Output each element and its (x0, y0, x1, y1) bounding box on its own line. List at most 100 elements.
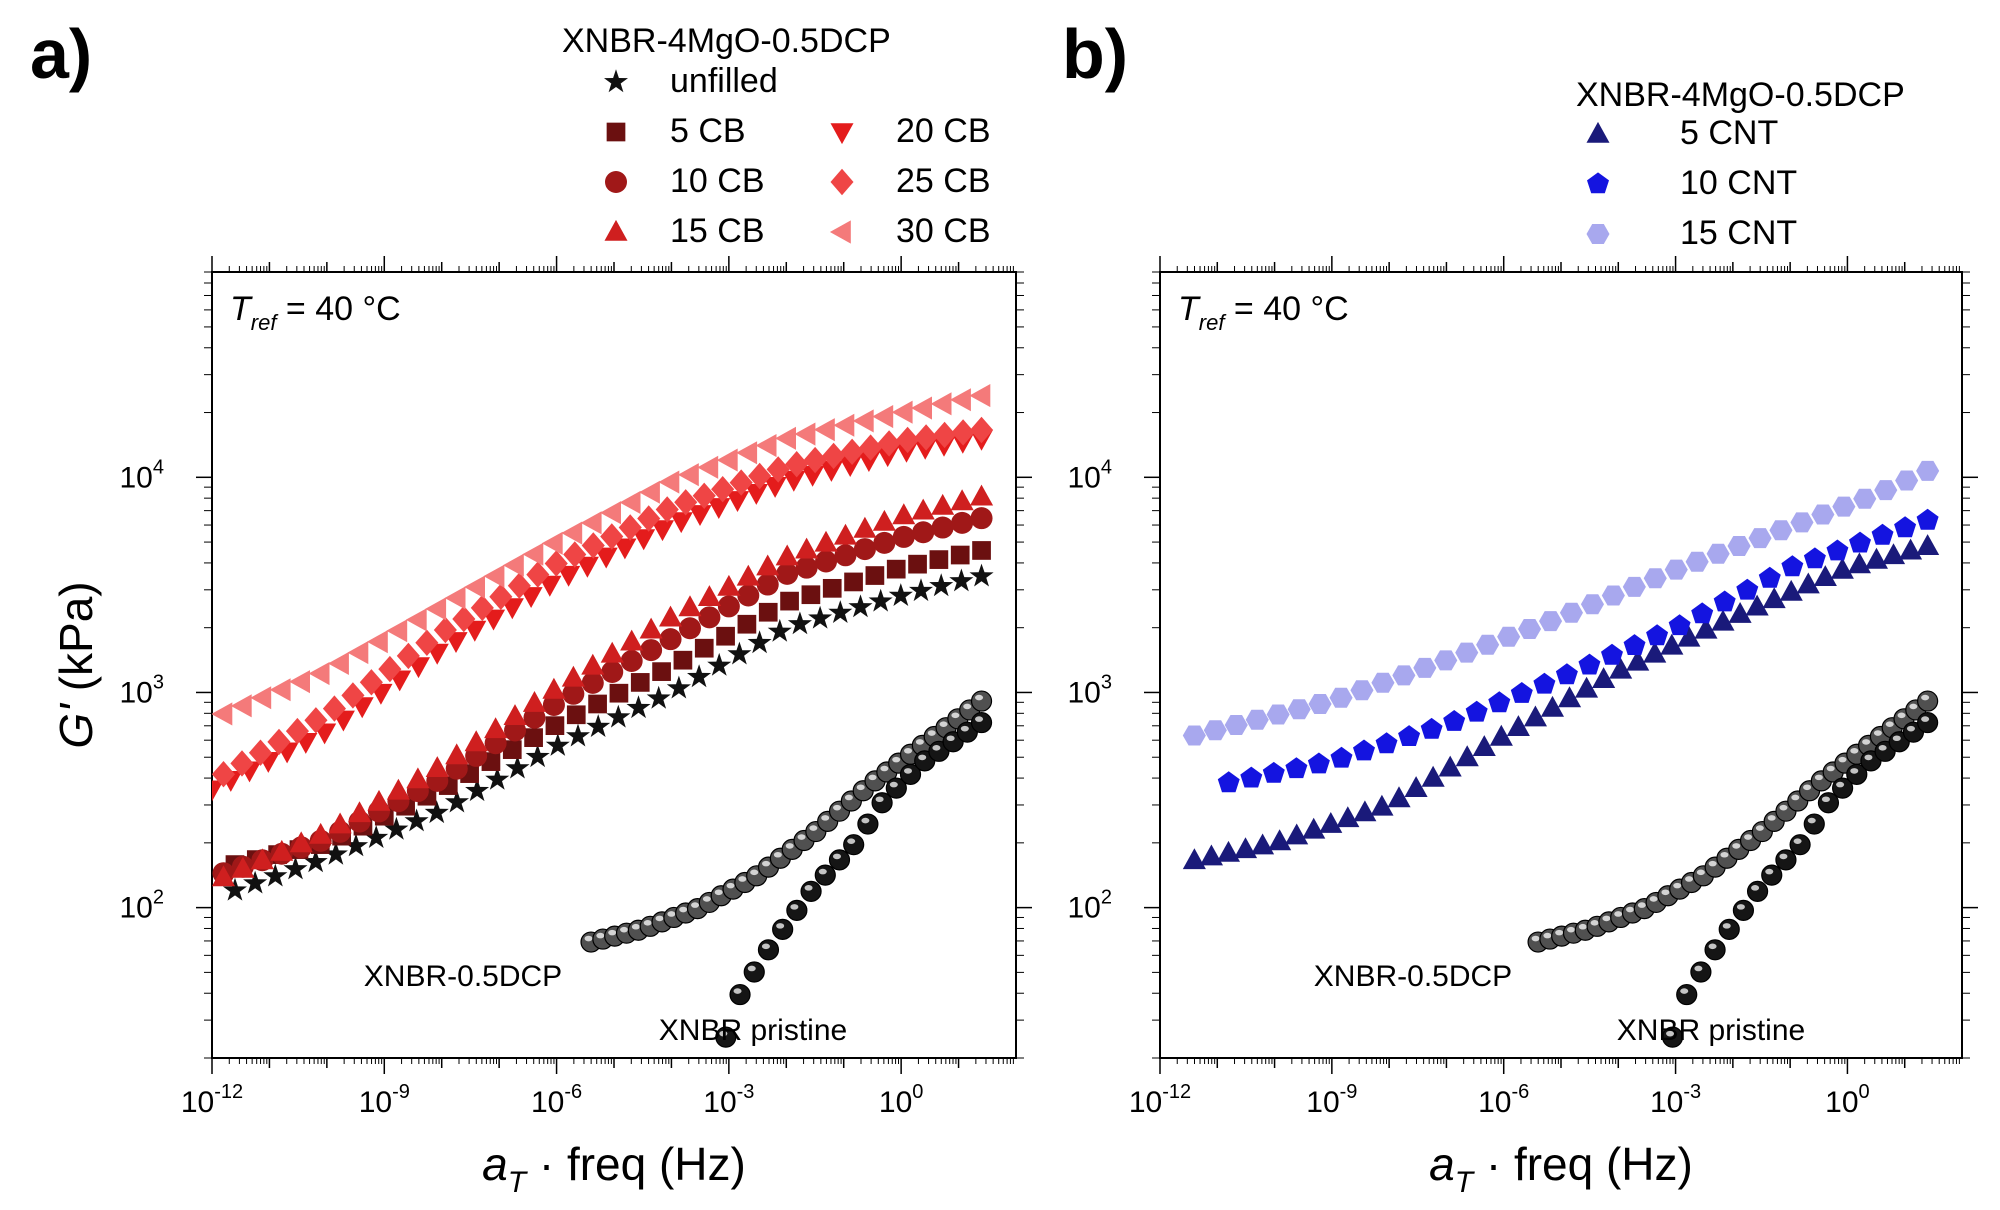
panel-b-point-10-cnt (1555, 663, 1578, 685)
panel-b-point-15-cnt (1455, 642, 1479, 663)
panel-a-point-15-cb (775, 544, 799, 566)
panel-b-tref-label: Tref = 40 °C (1178, 290, 1349, 335)
panel-a-data (212, 384, 994, 1048)
panel-b-point-5-cnt (1592, 667, 1616, 688)
panel-a-point-unfilled (384, 816, 409, 840)
panel-a-point-30-cb (386, 619, 408, 643)
panel-a-point-30-cb (289, 670, 310, 694)
panel-a-point-30-cb (852, 409, 874, 433)
panel-b-annotation-xnbr-pristine: XNBR pristine (1617, 1014, 1805, 1047)
panel-b-point-15-cnt (1559, 602, 1583, 623)
panel-a-point-unfilled (364, 825, 389, 848)
panel-a-point-unfilled (344, 833, 369, 857)
panel-a-point-10-cb (737, 584, 760, 607)
panel-b-point-5-cnt (1779, 579, 1803, 601)
panel-a-point-25-cb (729, 469, 753, 496)
panel-a-point-unfilled (727, 641, 752, 665)
panel-b-point-5-cnt (1694, 617, 1718, 639)
panel-b-point-10-cnt (1533, 672, 1556, 694)
panel-a-point-5-cb (950, 545, 970, 565)
panel-a-point-xnbr-pristine (814, 864, 836, 886)
panel-a-point-5-cb (844, 572, 863, 592)
panel-a-point-25-cb (951, 419, 975, 446)
panel-a-point-5-cb (566, 705, 586, 725)
panel-a-point-unfilled (263, 863, 288, 887)
panel-a-point-unfilled (323, 841, 348, 865)
panel-a-point-unfilled (465, 778, 490, 802)
panel-a-point-unfilled (687, 664, 712, 688)
panel-a-point-xnbr-pristine (970, 711, 993, 734)
panel-a-point-25-cb (859, 434, 883, 461)
panel-a-point-25-cb (600, 523, 624, 550)
panel-a-x-tick-label: 10-9 (359, 1081, 410, 1119)
panel-a-point-20-cb (763, 477, 787, 498)
panel-a-point-15-cb (892, 503, 916, 525)
panel-b-legend-marker-15-cnt (1586, 224, 1610, 244)
panel-a-point-20-cb (688, 505, 712, 526)
panel-a-legend-item-5-cb: 5 CB (670, 112, 746, 150)
panel-a-series-unfilled (222, 563, 994, 901)
panel-a-point-15-cb (581, 653, 605, 675)
panel-a-point-unfilled (485, 766, 510, 790)
panel-a-point-xnbr-pristine (843, 834, 865, 856)
panel-b-point-15-cnt (1895, 470, 1919, 491)
panel-a-point-10-cb (912, 521, 935, 544)
panel-a-point-10-cb (717, 595, 740, 618)
panel-a-point-30-cb (561, 521, 583, 545)
panel-a-point-30-cb (716, 448, 738, 472)
panel-a-point-unfilled (747, 630, 772, 654)
panel-a-point-30-cb (736, 441, 758, 465)
panel-a-point-15-cb (503, 704, 527, 725)
panel-a-point-10-cb (698, 606, 721, 629)
panel-a-point-5-cb (609, 683, 629, 703)
panel-b-point-15-cnt (1622, 576, 1646, 597)
panel-a-point-unfilled (303, 849, 328, 873)
panel-a-point-xnbr-pristine (857, 813, 879, 835)
panel-b-point-10-cnt (1420, 717, 1443, 739)
panel-a-point-15-cb (659, 605, 683, 627)
panel-a-point-30-cb (366, 630, 388, 654)
panel-a-point-30-cb (911, 396, 932, 420)
panel-a-point-30-cb (522, 542, 544, 566)
panel-b-point-5-cnt (1540, 695, 1564, 717)
panel-a-point-10-cb (795, 556, 818, 579)
panel-a-point-25-cb (970, 416, 994, 444)
panel-b-legend-item-10-cnt: 10 CNT (1680, 164, 1797, 202)
panel-a-point-30-cb (308, 662, 330, 686)
panel-b: b) 10-12 10-9 10-6 10-3 100 102 103 104 aT · freq… (1062, 15, 1978, 1199)
panel-a-point-30-cb (600, 501, 621, 525)
panel-a-point-20-cb (594, 547, 618, 569)
panel-a-point-15-cb (464, 730, 488, 752)
panel-a-point-unfilled (909, 578, 933, 602)
panel-b-point-5-cnt (1506, 715, 1530, 736)
panel-a-point-5-cb (694, 638, 714, 658)
panel-a-point-10-cb (601, 660, 624, 683)
panel-a-point-25-cb (396, 642, 420, 670)
panel-b-point-10-cnt (1578, 653, 1601, 675)
panel-b-point-10-cnt (1668, 614, 1691, 636)
panel-a-point-15-cb (872, 509, 896, 531)
panel-a-point-25-cb (711, 476, 735, 503)
panel-a-point-15-cb (212, 865, 235, 887)
panel-a-point-30-cb (212, 702, 233, 726)
panel-a-point-15-cb (717, 574, 741, 596)
panel-b-point-15-cnt (1539, 611, 1563, 632)
panel-a-point-15-cb (853, 516, 877, 538)
panel-b-point-15-cnt (1706, 543, 1730, 564)
panel-a-tref-label: Tref = 40 °C (230, 290, 401, 335)
panel-b-point-15-cnt (1413, 657, 1437, 678)
panel-a-point-30-cb (658, 470, 680, 494)
panel-a-annotation-xnbr-0-5dcp: XNBR-0.5DCP (364, 960, 562, 993)
panel-a-point-30-cb (755, 434, 777, 458)
panel-b-point-10-cnt (1871, 523, 1894, 545)
panel-b-point-10-cnt (1781, 555, 1804, 577)
panel-a-point-25-cb (248, 739, 272, 766)
panel-b-point-10-cnt (1691, 602, 1714, 624)
panel-a-point-30-cb (775, 426, 796, 450)
panel-a-point-15-cb (600, 641, 624, 663)
panel-a-point-25-cb (896, 426, 920, 454)
panel-b-point-15-cnt (1476, 634, 1500, 655)
panel-b-point-15-cnt (1497, 626, 1521, 647)
panel-b-x-tick-label: 10-9 (1306, 1081, 1357, 1119)
